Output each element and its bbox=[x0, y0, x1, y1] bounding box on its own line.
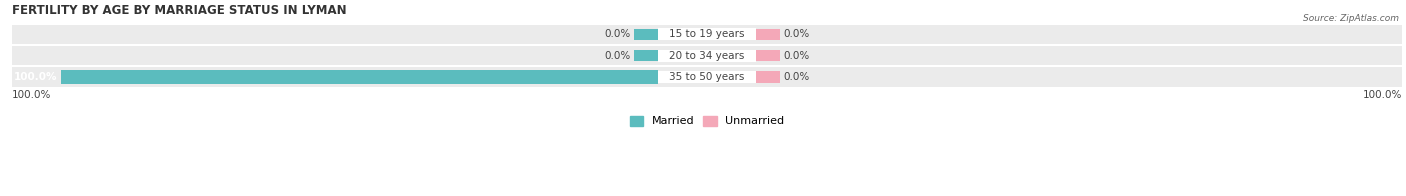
Bar bbox=[658, 71, 755, 83]
Bar bbox=[658, 50, 755, 62]
Text: 35 to 50 years: 35 to 50 years bbox=[669, 72, 745, 82]
Text: 0.0%: 0.0% bbox=[605, 29, 631, 39]
Text: 100.0%: 100.0% bbox=[14, 72, 58, 82]
Bar bbox=[634, 29, 658, 40]
Text: 0.0%: 0.0% bbox=[605, 51, 631, 61]
Bar bbox=[13, 25, 1402, 44]
Text: Source: ZipAtlas.com: Source: ZipAtlas.com bbox=[1303, 14, 1399, 23]
Text: 100.0%: 100.0% bbox=[13, 90, 52, 100]
Bar bbox=[755, 29, 780, 40]
Bar bbox=[658, 28, 755, 40]
Text: 0.0%: 0.0% bbox=[783, 51, 810, 61]
Text: 20 to 34 years: 20 to 34 years bbox=[669, 51, 745, 61]
Bar bbox=[634, 71, 658, 83]
Bar bbox=[13, 46, 1402, 65]
Legend: Married, Unmarried: Married, Unmarried bbox=[626, 111, 789, 131]
Text: FERTILITY BY AGE BY MARRIAGE STATUS IN LYMAN: FERTILITY BY AGE BY MARRIAGE STATUS IN L… bbox=[13, 4, 347, 17]
Text: 0.0%: 0.0% bbox=[783, 29, 810, 39]
Bar bbox=[13, 67, 1402, 87]
Text: 0.0%: 0.0% bbox=[783, 72, 810, 82]
Text: 15 to 19 years: 15 to 19 years bbox=[669, 29, 745, 39]
Text: 100.0%: 100.0% bbox=[1362, 90, 1402, 100]
Bar bbox=[634, 50, 658, 61]
Bar bbox=[60, 70, 658, 84]
Bar bbox=[755, 71, 780, 83]
Bar bbox=[755, 50, 780, 61]
